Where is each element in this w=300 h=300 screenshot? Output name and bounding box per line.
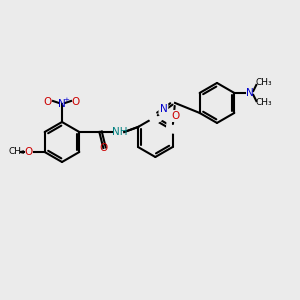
Text: N: N [160,104,167,114]
Text: CH₃: CH₃ [256,98,273,107]
Text: CH₃: CH₃ [256,78,273,87]
Text: O: O [72,97,80,107]
Text: N: N [58,99,66,109]
Text: +: + [63,97,69,103]
Text: O: O [44,97,52,107]
Text: N: N [246,88,254,98]
Text: O: O [25,147,33,157]
Text: NH: NH [112,127,127,137]
Text: O: O [99,143,107,153]
Text: CH₃: CH₃ [8,148,25,157]
Text: O: O [171,111,180,121]
